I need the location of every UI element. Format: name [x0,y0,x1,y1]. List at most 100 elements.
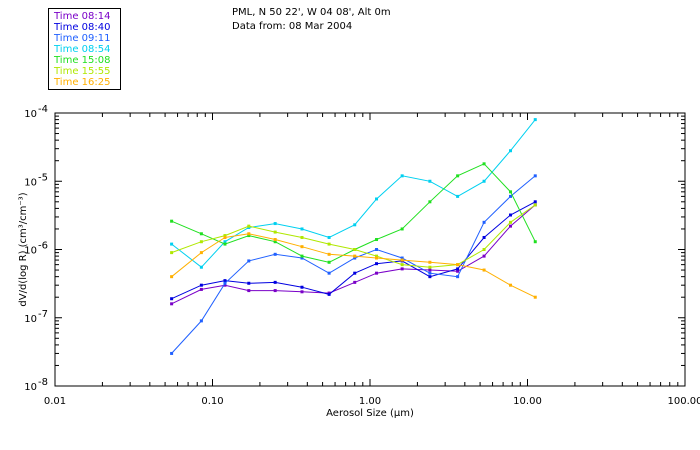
data-point [300,256,304,260]
x-tick-label: 100.00 [668,396,700,407]
data-point [170,302,174,306]
data-point [428,260,432,264]
data-point [300,285,304,289]
y-tick-exponent: -6 [38,241,48,252]
data-point [199,283,203,287]
y-tick-label: 10 [24,382,37,393]
legend-entry: Time 09:11 [54,33,111,44]
data-point [509,220,513,224]
data-point [327,235,331,239]
data-point [400,267,404,271]
series-line [171,163,536,263]
y-axis-label: dV/d(log R) (cm³/cm⁻³) [18,192,29,306]
data-point [273,252,277,256]
data-point [247,234,251,238]
data-point [428,265,432,269]
data-point [428,271,432,275]
data-point [482,162,486,166]
data-point [400,263,404,267]
data-point [223,279,227,283]
data-point [199,265,203,269]
data-point [170,297,174,301]
data-point [482,254,486,258]
data-point [482,220,486,224]
data-point [300,227,304,231]
data-point [375,256,379,260]
chart-subtitle: Data from: 08 Mar 2004 [232,21,353,32]
x-tick-label: 0.01 [44,396,66,407]
data-point [273,222,277,226]
data-point [509,283,513,287]
data-point [273,230,277,234]
data-point [375,271,379,275]
y-tick-exponent: -8 [38,377,48,388]
data-point [400,227,404,231]
data-point [428,275,432,279]
y-tick-label: 10 [24,246,37,257]
data-point [375,262,379,266]
data-point [273,238,277,242]
y-tick-label: 10 [24,109,37,120]
data-point [223,235,227,239]
data-point [456,269,460,273]
data-point [273,280,277,284]
legend-entry: Time 08:54 [54,44,111,55]
data-point [375,254,379,258]
data-point [273,240,277,244]
data-point [353,248,357,251]
data-point [400,258,404,262]
data-point [482,268,486,272]
data-point [300,235,304,239]
data-point [247,289,251,293]
data-point [353,254,357,258]
data-point [327,292,331,296]
data-point [300,245,304,249]
data-point [223,242,227,246]
data-point [456,275,460,279]
data-point [533,118,537,122]
data-point [199,232,203,236]
data-point [482,248,486,251]
data-point [533,203,537,207]
data-point [533,200,537,204]
data-point [353,256,357,260]
data-point [223,281,227,285]
data-point [223,283,227,287]
legend-entry: Time 16:25 [54,77,111,88]
data-point [199,240,203,244]
plot-frame [54,112,686,387]
data-point [456,263,460,267]
data-point [456,194,460,198]
data-point [170,351,174,355]
data-point [353,223,357,227]
x-tick-label: 10.00 [513,396,542,407]
data-point [375,197,379,201]
data-point [223,240,227,244]
data-point [170,275,174,279]
y-tick-label: 10 [24,177,37,188]
data-point [170,219,174,223]
data-point [273,289,277,293]
data-point [428,179,432,183]
data-point [509,194,513,198]
data-point [353,280,357,284]
data-point [533,174,537,178]
legend-entry: Time 08:14 [54,11,111,22]
data-point [247,281,251,285]
data-point [327,242,331,246]
y-tick-exponent: -7 [38,309,48,320]
data-point [509,224,513,228]
data-point [533,240,537,244]
legend-entry: Time 08:40 [54,22,111,33]
legend-entry: Time 15:55 [54,66,111,77]
legend-entry: Time 15:08 [54,55,111,66]
data-point [509,213,513,217]
data-point [400,256,404,260]
legend-box: Time 08:14 Time 08:40 Time 09:11 Time 08:54… [48,8,121,90]
chart-header: PML, N 50 22', W 04 08', Alt 0m Data fro… [232,6,391,34]
series-line [171,204,536,305]
data-point [199,287,203,291]
data-point [428,268,432,272]
data-point [509,149,513,153]
